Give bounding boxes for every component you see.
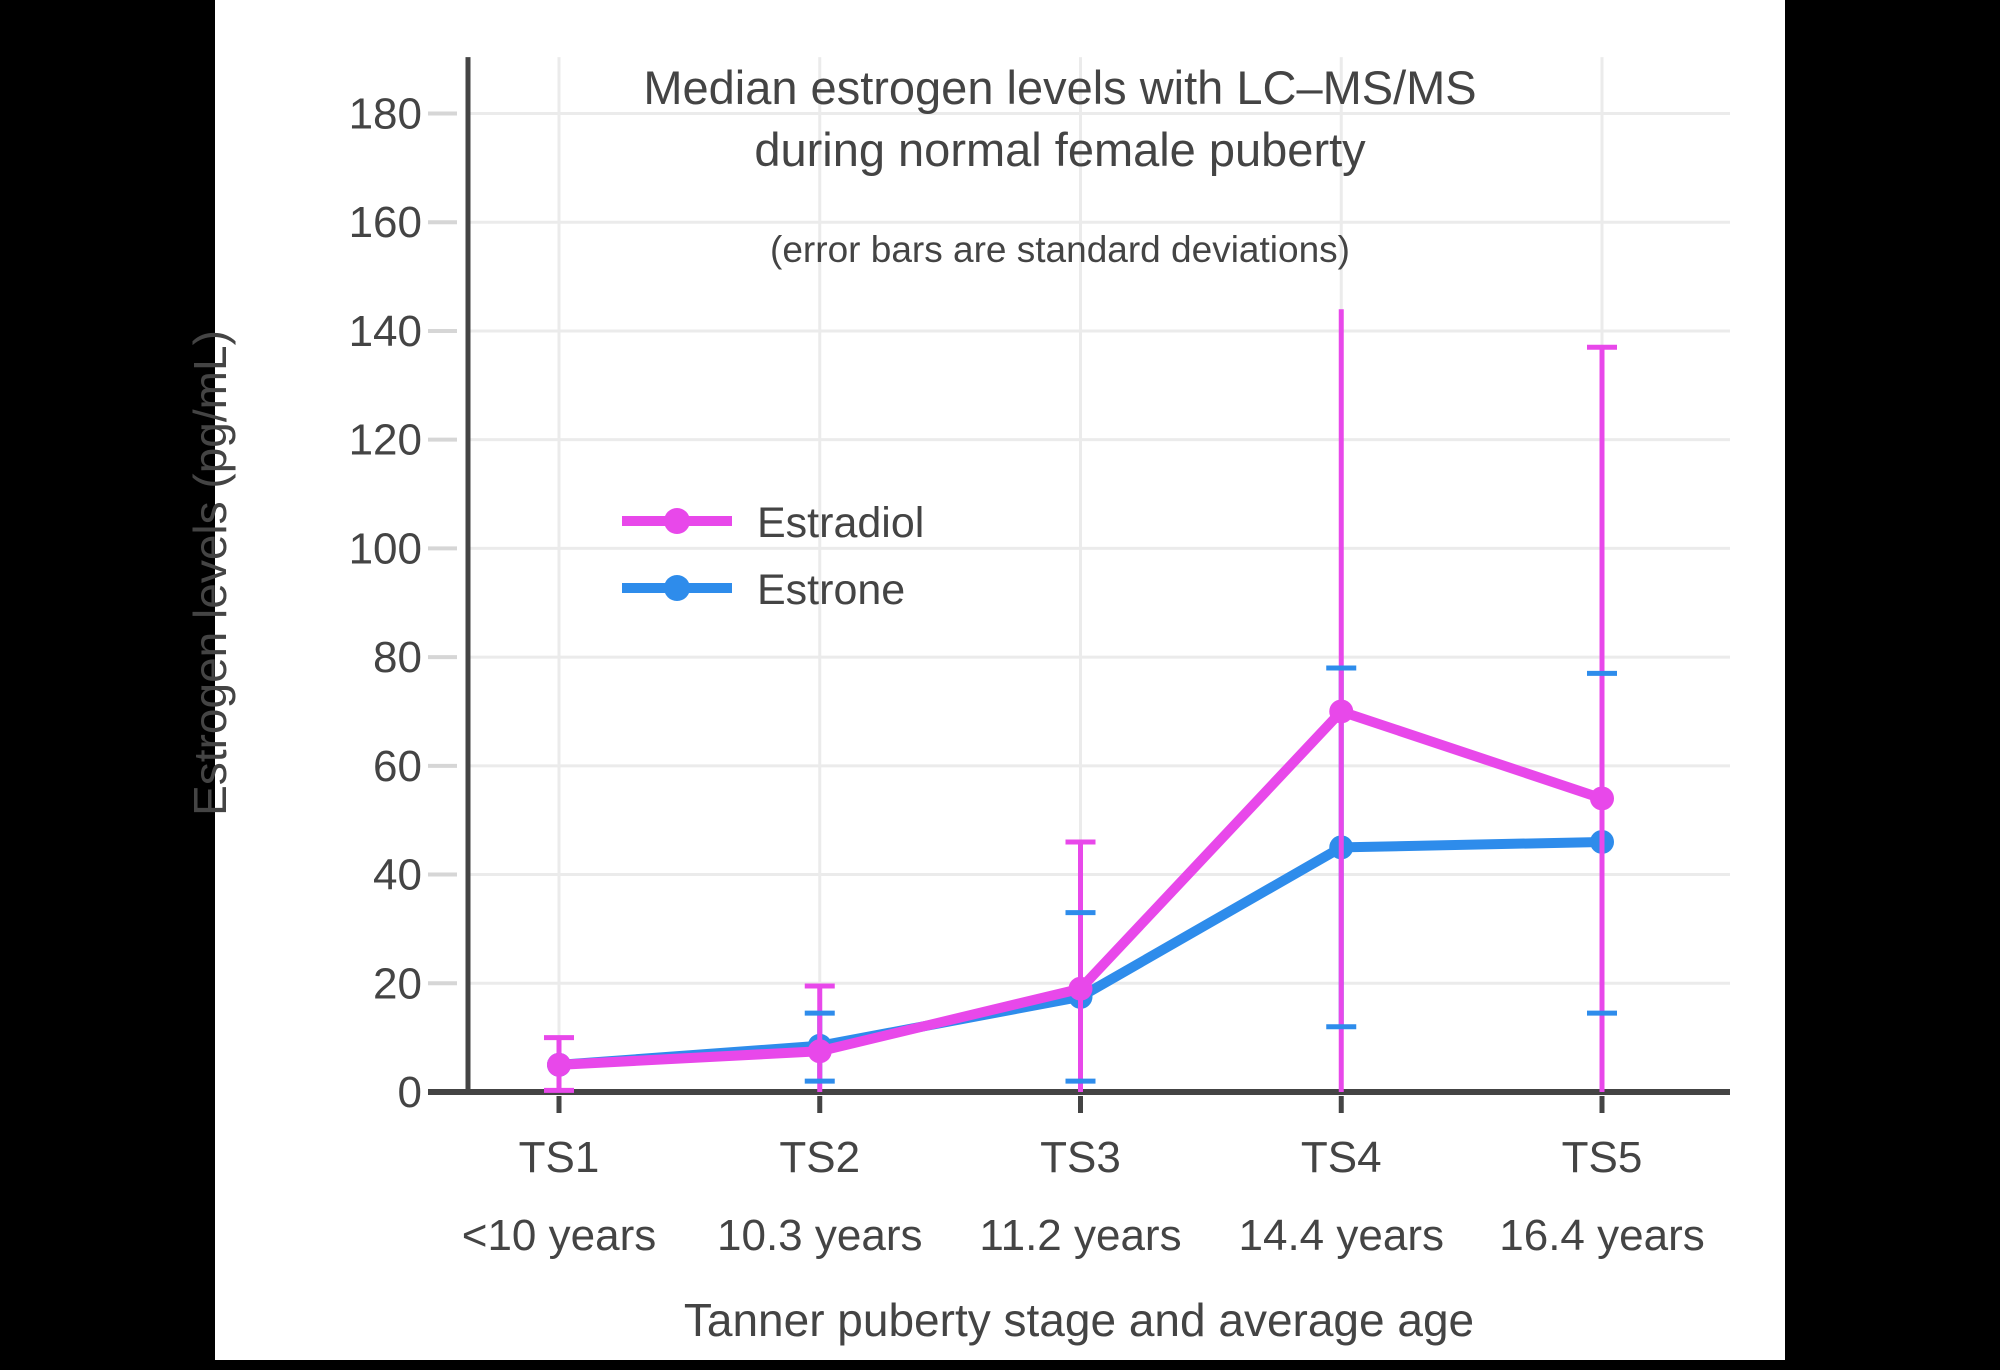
data-point-estradiol-ts2[interactable] [807, 1039, 832, 1064]
x-axis-title: Tanner puberty stage and average age [684, 1294, 1474, 1346]
y-tick-label-80: 80 [373, 633, 422, 682]
legend-item-estrone[interactable]: Estrone [622, 566, 905, 614]
y-tick-label-120: 120 [349, 416, 422, 465]
legend-label-estradiol: Estradiol [757, 499, 924, 547]
y-tick-label-60: 60 [373, 742, 422, 791]
y-tick-label-20: 20 [373, 959, 422, 1008]
data-point-estradiol-ts3[interactable] [1068, 976, 1093, 1001]
x-tick-label-age-ts2: 10.3 years [717, 1211, 922, 1260]
x-tick-label-age-ts3: 11.2 years [979, 1211, 1181, 1260]
legend-label-estrone: Estrone [757, 566, 905, 614]
x-tick-label-stage-ts5: TS5 [1562, 1133, 1643, 1182]
x-tick-label-stage-ts3: TS3 [1040, 1133, 1121, 1182]
y-tick-label-100: 100 [349, 524, 422, 573]
chart-canvas [215, 0, 1785, 1360]
legend-marker-estradiol-icon [664, 508, 690, 534]
chart-title-line1: Median estrogen levels with LC–MS/MS [643, 61, 1476, 114]
legend: Estradiol Estrone [622, 499, 924, 614]
data-point-estradiol-ts1[interactable] [547, 1052, 571, 1077]
x-tick-label-stage-ts4: TS4 [1301, 1133, 1382, 1182]
y-tick-label-40: 40 [373, 851, 422, 900]
y-axis-title: Estrogen levels (pg/mL) [184, 330, 236, 816]
y-tick-label-180: 180 [349, 90, 422, 139]
y-tick-label-0: 0 [398, 1068, 422, 1117]
x-tick-label-stage-ts1: TS1 [519, 1133, 600, 1182]
x-tick-label-age-ts5: 16.4 years [1499, 1211, 1704, 1260]
chart-title-line2: during normal female puberty [754, 123, 1366, 176]
legend-item-estradiol[interactable]: Estradiol [622, 499, 924, 547]
x-tick-label-age-ts4: 14.4 years [1239, 1211, 1444, 1260]
data-point-estradiol-ts5[interactable] [1590, 786, 1614, 811]
legend-marker-estrone-icon [664, 575, 690, 601]
chart-subtitle: (error bars are standard deviations) [770, 229, 1350, 270]
y-tick-label-140: 140 [349, 307, 422, 356]
data-point-estradiol-ts4[interactable] [1329, 699, 1354, 724]
x-tick-label-stage-ts2: TS2 [779, 1133, 860, 1182]
y-tick-label-160: 160 [349, 198, 422, 247]
x-tick-label-age-ts1: <10 years [462, 1211, 656, 1260]
